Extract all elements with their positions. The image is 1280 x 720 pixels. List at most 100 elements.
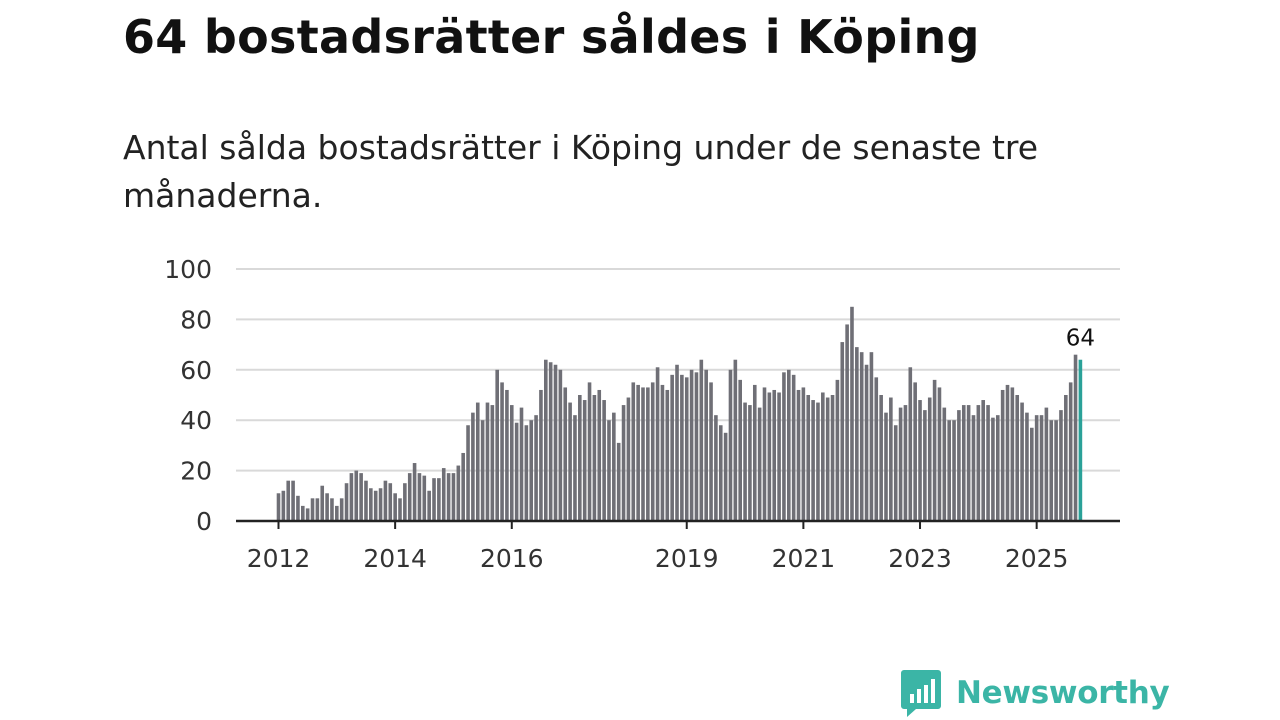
bar <box>908 367 913 521</box>
bar <box>539 389 543 521</box>
bar <box>942 407 947 521</box>
bar <box>315 498 320 521</box>
x-tick-label: 2023 <box>888 544 952 573</box>
bar <box>699 359 704 521</box>
brand-name: Newsworthy <box>956 675 1170 711</box>
bar <box>952 420 956 521</box>
bar <box>398 498 402 521</box>
bar <box>772 389 777 521</box>
bar <box>597 389 602 521</box>
bar-highlight <box>1078 359 1083 521</box>
bar <box>1068 382 1073 521</box>
bar <box>660 384 665 521</box>
bar <box>335 505 339 521</box>
bar <box>923 410 927 521</box>
bar <box>490 405 495 521</box>
bar <box>471 412 475 521</box>
bar <box>650 382 655 521</box>
bar <box>1020 402 1024 521</box>
bar <box>578 395 582 521</box>
bar <box>524 425 529 521</box>
bar <box>631 382 636 521</box>
bar <box>330 498 334 521</box>
bar <box>621 405 626 521</box>
brand-logo: Newsworthy <box>900 668 1170 718</box>
bar <box>456 465 461 521</box>
bar <box>354 470 359 521</box>
bar <box>636 384 640 521</box>
bar <box>830 395 835 521</box>
bar <box>787 369 791 521</box>
bar <box>573 415 577 521</box>
highlight-value-label: 64 <box>1066 326 1095 352</box>
y-tick-label: 20 <box>180 457 212 486</box>
bar <box>466 425 470 521</box>
bar <box>947 420 951 521</box>
y-tick-label: 80 <box>180 305 212 334</box>
bar <box>961 405 966 521</box>
bar <box>874 377 879 521</box>
bar <box>927 397 932 521</box>
bar <box>427 490 431 521</box>
bar <box>310 498 315 521</box>
bar <box>864 364 869 521</box>
bar <box>1015 395 1020 521</box>
bar <box>689 369 694 521</box>
y-tick-label: 40 <box>180 406 212 435</box>
bar <box>626 397 631 521</box>
bar <box>485 402 490 521</box>
bar <box>369 488 373 521</box>
bar <box>738 379 742 521</box>
bar <box>791 374 796 521</box>
bar <box>437 478 441 521</box>
x-tick-label: 2019 <box>655 544 719 573</box>
bar <box>378 488 383 521</box>
bar <box>276 493 281 521</box>
bar <box>616 442 621 521</box>
bar <box>441 468 446 521</box>
bar <box>509 405 514 521</box>
bar <box>913 382 917 521</box>
bar <box>641 387 645 521</box>
bar <box>344 483 349 521</box>
bar <box>757 407 762 521</box>
bar <box>403 483 407 521</box>
bar <box>339 498 344 521</box>
bar <box>1039 415 1044 521</box>
bar <box>903 405 908 521</box>
bar <box>879 395 883 521</box>
y-tick-label: 60 <box>180 356 212 385</box>
bar <box>505 389 509 521</box>
bar <box>1025 412 1029 521</box>
bar <box>558 369 563 521</box>
bar <box>670 374 674 521</box>
y-tick-label: 100 <box>164 255 212 284</box>
bar <box>932 379 937 521</box>
bar <box>835 379 840 521</box>
bar <box>767 392 772 521</box>
bar <box>1005 384 1010 521</box>
bar <box>568 402 572 521</box>
x-tick-label: 2016 <box>480 544 544 573</box>
bar <box>544 359 548 521</box>
bar <box>495 369 499 521</box>
bar <box>529 420 534 521</box>
bar <box>1049 420 1054 521</box>
bar <box>981 400 985 521</box>
bar <box>840 342 845 521</box>
bar <box>514 422 519 521</box>
bar <box>966 405 971 521</box>
bar <box>1044 407 1049 521</box>
bar <box>1034 415 1039 521</box>
bar <box>563 387 568 521</box>
y-tick-label: 0 <box>196 507 212 536</box>
bar <box>383 480 388 521</box>
bar <box>762 387 767 521</box>
bar <box>1073 354 1078 521</box>
bar <box>995 415 1000 521</box>
bar <box>728 369 733 521</box>
bar <box>991 417 995 521</box>
x-tick-label: 2012 <box>247 544 311 573</box>
bar <box>612 412 616 521</box>
